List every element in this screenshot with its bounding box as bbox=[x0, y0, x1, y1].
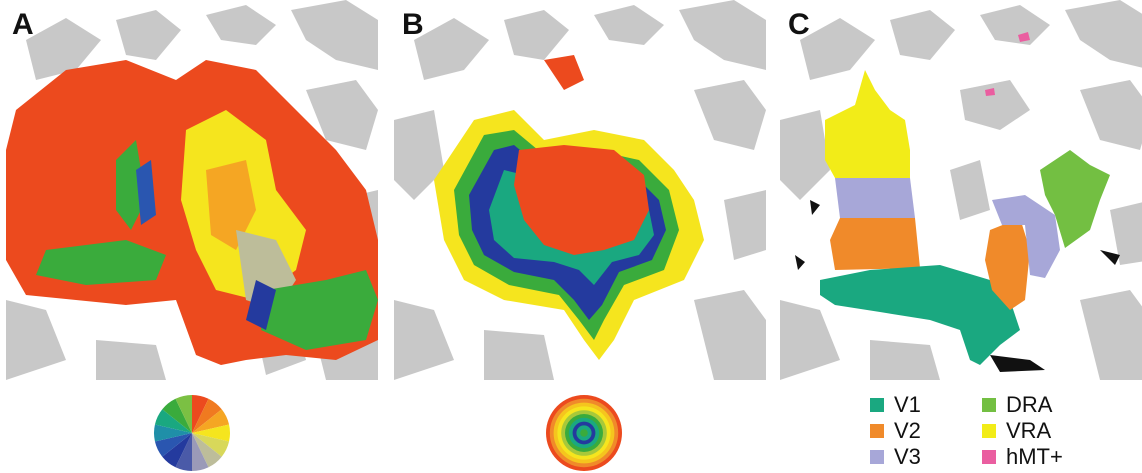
sulcal-pattern bbox=[780, 0, 1142, 380]
sulcal-pattern bbox=[394, 0, 766, 380]
legend-label-vra: VRA bbox=[1006, 418, 1052, 443]
polar-wedge bbox=[192, 398, 222, 433]
polar-wedge bbox=[154, 409, 192, 433]
legend-label-v1: V1 bbox=[894, 392, 921, 417]
area-v3-right bbox=[992, 195, 1060, 278]
area-legend: V1 V2 V3 DRA VRA hMT+ bbox=[870, 392, 1100, 470]
legend-item-v1: V1 bbox=[870, 392, 921, 418]
legend-item-hmt: hMT+ bbox=[982, 444, 1063, 470]
legend-swatch-v2 bbox=[870, 424, 884, 438]
polar-wedge bbox=[162, 398, 192, 433]
legend-item-v3: V3 bbox=[870, 444, 921, 470]
legend-swatch-v3 bbox=[870, 450, 884, 464]
legend-item-dra: DRA bbox=[982, 392, 1052, 418]
legend-item-v2: V2 bbox=[870, 418, 921, 444]
visual-areas-flatmap bbox=[780, 0, 1142, 380]
legend-item-vra: VRA bbox=[982, 418, 1051, 444]
panel-c-area-map bbox=[780, 0, 1142, 380]
panel-a-polar-angle-map bbox=[6, 0, 378, 380]
area-dra bbox=[1040, 150, 1110, 248]
polar-wedge bbox=[175, 395, 192, 433]
panel-c-label: C bbox=[788, 8, 810, 41]
legend-label-hmt: hMT+ bbox=[1006, 444, 1063, 469]
legend-swatch-vra bbox=[982, 424, 996, 438]
polar-angle-flatmap bbox=[6, 0, 378, 380]
activation-map bbox=[6, 60, 378, 365]
polar-wedge bbox=[192, 433, 230, 457]
eccentricity-flatmap bbox=[394, 0, 766, 380]
area-v3-dorsal-left bbox=[835, 178, 915, 218]
area-hmt bbox=[985, 32, 1030, 96]
area-vra bbox=[825, 70, 910, 178]
polar-angle-color-wheel bbox=[154, 395, 230, 471]
eccentricity-ring bbox=[580, 429, 588, 437]
legend-label-v3: V3 bbox=[894, 444, 921, 469]
polar-wedge bbox=[192, 409, 230, 433]
area-v2-right bbox=[985, 218, 1030, 310]
legend-label-dra: DRA bbox=[1006, 392, 1053, 417]
polar-wedge bbox=[192, 395, 209, 433]
visual-areas bbox=[795, 32, 1120, 372]
polar-wedge bbox=[192, 424, 230, 442]
polar-wedge bbox=[162, 433, 192, 468]
eccentricity-color-rings bbox=[546, 395, 622, 471]
polar-wedge bbox=[154, 433, 192, 457]
polar-wedge bbox=[192, 433, 222, 468]
area-v1 bbox=[820, 265, 1020, 365]
polar-wedge bbox=[192, 433, 209, 471]
panel-b-label: B bbox=[402, 8, 424, 41]
panel-a-label: A bbox=[12, 8, 34, 41]
polar-wedge bbox=[175, 433, 192, 471]
area-v2-left bbox=[830, 218, 920, 270]
polar-wedge bbox=[154, 424, 192, 442]
legend-swatch-hmt bbox=[982, 450, 996, 464]
legend-swatch-dra bbox=[982, 398, 996, 412]
panel-b-eccentricity-map bbox=[394, 0, 766, 380]
legend-swatch-v1 bbox=[870, 398, 884, 412]
legend-label-v2: V2 bbox=[894, 418, 921, 443]
activation-map bbox=[434, 55, 704, 360]
